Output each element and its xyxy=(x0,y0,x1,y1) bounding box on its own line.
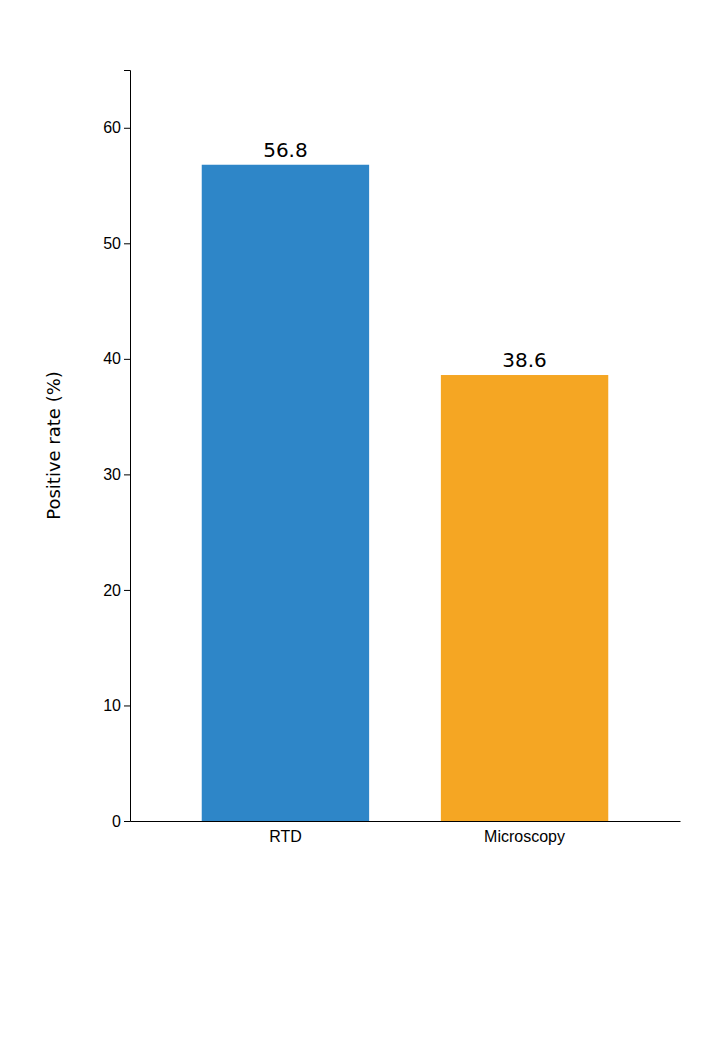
y-tick-label: 10 xyxy=(103,697,121,714)
y-tick-label: 20 xyxy=(103,582,121,599)
data-label: 56.8 xyxy=(263,138,308,162)
y-tick-mark xyxy=(124,128,130,129)
y-tick-mark xyxy=(124,590,130,591)
y-tick: 10 xyxy=(103,697,130,714)
y-tick: 20 xyxy=(103,582,130,599)
bar xyxy=(202,165,369,821)
x-tick-label: RTD xyxy=(269,828,302,845)
bar xyxy=(441,375,608,821)
y-tick-mark xyxy=(124,359,130,360)
y-tick-mark xyxy=(124,705,130,706)
y-tick-label: 30 xyxy=(103,466,121,483)
y-tick-label: 60 xyxy=(103,119,121,136)
y-tick-mark xyxy=(124,474,130,475)
data-label: 38.6 xyxy=(502,348,547,372)
y-tick-label: 0 xyxy=(112,813,121,830)
y-tick-label: 50 xyxy=(103,235,121,252)
x-tick: Microscopy xyxy=(484,828,565,845)
x-tick: RTD xyxy=(269,828,302,845)
y-axis-line xyxy=(124,71,131,822)
data-labels: 56.8 38.6 xyxy=(263,138,547,372)
y-tick-mark xyxy=(124,243,130,244)
y-tick: 40 xyxy=(103,350,130,367)
y-tick: 30 xyxy=(103,466,130,483)
x-axis-line xyxy=(131,821,681,822)
y-tick: 50 xyxy=(103,235,130,252)
bars xyxy=(202,165,609,821)
y-axis-title: Positive rate (%) xyxy=(43,371,64,520)
y-axis: 0 10 20 30 40 50 60 xyxy=(103,71,130,830)
chart-container: 0 10 20 30 40 50 60 RTD Microscopy 56.8 38.6 Positi… xyxy=(0,0,716,1051)
y-tick-mark xyxy=(124,821,130,822)
y-tick: 0 xyxy=(112,813,130,830)
x-tick-label: Microscopy xyxy=(484,828,565,845)
chart-svg: 0 10 20 30 40 50 60 RTD Microscopy 56.8 38.6 Positi… xyxy=(0,0,716,1051)
plot-area: 0 10 20 30 40 50 60 RTD Microscopy 56.8 38.6 xyxy=(103,71,680,846)
y-tick: 60 xyxy=(103,119,130,136)
x-axis: RTD Microscopy xyxy=(131,822,681,846)
y-tick-label: 40 xyxy=(103,350,121,367)
